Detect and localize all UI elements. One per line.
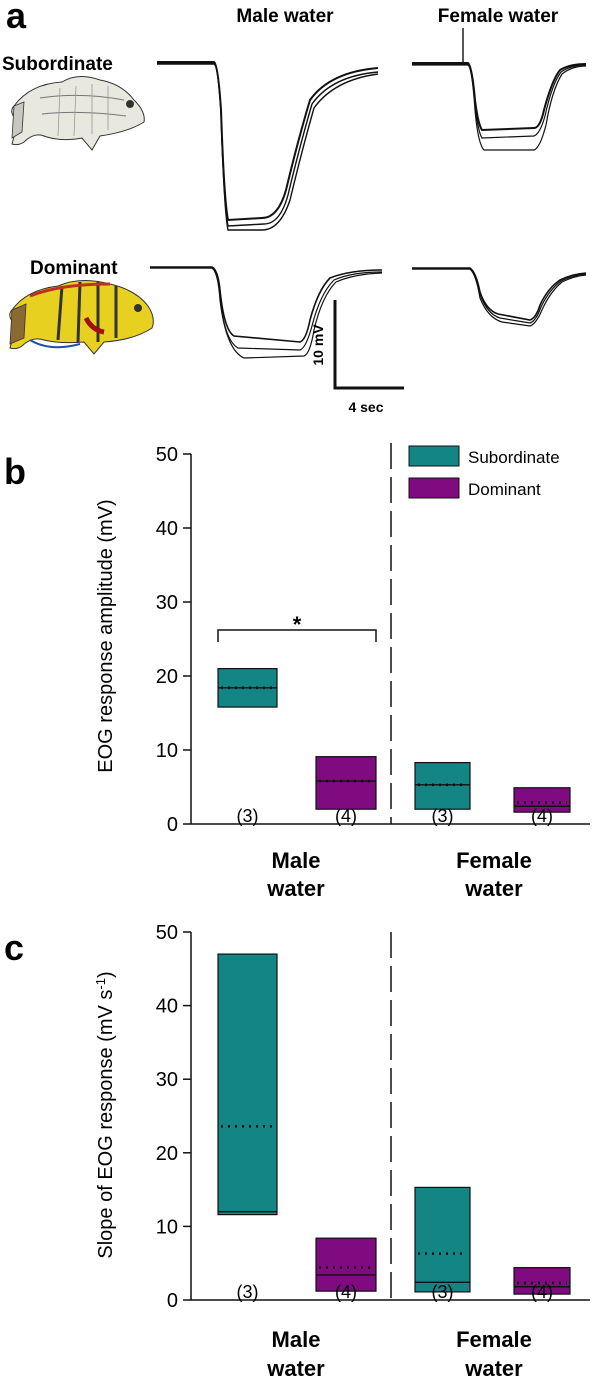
panel-c-group-female-line1: Female xyxy=(456,1327,532,1352)
panel-b-significance-bracket: * xyxy=(217,612,377,642)
panel-b-letter: b xyxy=(4,451,26,492)
panel-c-n-label-dominant-female: (4) xyxy=(531,1282,553,1302)
panel-c-y-tick-label: 20 xyxy=(156,1143,178,1165)
panel-c-box-dominant-male xyxy=(315,1237,377,1292)
panel-c-box-subordinate-male xyxy=(217,953,278,1216)
row-label-subordinate: Subordinate xyxy=(2,54,113,75)
panel-b-y-ticks: 0 10 20 30 40 50 xyxy=(156,444,191,836)
panel-b-group-male-line2: water xyxy=(266,876,325,901)
panel-b-y-tick-label: 30 xyxy=(156,592,178,614)
panel-b-box-dominant-female xyxy=(513,787,571,813)
significance-star: * xyxy=(293,612,302,637)
panel-c-group-male-line2: water xyxy=(266,1356,325,1381)
col-label-male-water: Male water xyxy=(236,6,334,27)
legend-swatch-subordinate xyxy=(408,445,460,467)
scale-label-4sec: 4 sec xyxy=(348,399,383,415)
panel-c: c Slope of EOG response (mV s-1) 0 10 20 30… xyxy=(4,922,590,1381)
legend-label-dominant: Dominant xyxy=(468,480,541,499)
panel-b-y-axis-label: EOG response amplitude (mV) xyxy=(95,499,117,772)
panel-b-n-label-dominant-male: (4) xyxy=(335,806,357,826)
panel-b-n-labels: (3) (4) (3) (4) xyxy=(237,806,554,826)
panel-c-box-dominant-female xyxy=(513,1267,571,1295)
subordinate-fish-illustration xyxy=(11,76,145,151)
panel-a: a Male water Female water Subordinate Do… xyxy=(2,0,587,415)
panel-b-y-tick-label: 10 xyxy=(156,740,178,762)
panel-c-group-female-line2: water xyxy=(464,1356,523,1381)
legend: Subordinate Dominant xyxy=(408,445,560,499)
panel-b-group-male-line1: Male xyxy=(272,848,321,873)
panel-c-y-tick-label: 0 xyxy=(167,1290,178,1312)
scale-bar: 10 mV 4 sec xyxy=(310,300,404,415)
panel-b: b EOG response amplitude (mV) 0 10 20 30 40 5… xyxy=(4,443,590,901)
panel-b-y-tick-label: 20 xyxy=(156,666,178,688)
panel-b-y-tick-label: 0 xyxy=(167,814,178,836)
panel-c-y-tick-label: 50 xyxy=(156,922,178,944)
panel-c-boxes xyxy=(217,953,571,1295)
panel-c-n-label-subordinate-male: (3) xyxy=(237,1282,259,1302)
trace-dominant-female-water xyxy=(412,267,587,327)
legend-label-subordinate: Subordinate xyxy=(468,448,560,467)
panel-c-y-ticks: 0 10 20 30 40 50 xyxy=(156,922,191,1312)
trace-dominant-male-water xyxy=(150,266,383,359)
panel-b-group-female-line1: Female xyxy=(456,848,532,873)
panel-b-y-tick-label: 50 xyxy=(156,444,178,466)
panel-b-box-dominant-male xyxy=(315,756,377,810)
col-label-female-water: Female water xyxy=(438,6,559,27)
panel-c-y-tick-label: 10 xyxy=(156,1216,178,1238)
panel-c-n-labels: (3) (4) (3) (4) xyxy=(237,1282,554,1302)
panel-b-n-label-dominant-female: (4) xyxy=(531,806,553,826)
panel-b-group-female-line2: water xyxy=(464,876,523,901)
panel-c-y-tick-label: 40 xyxy=(156,996,178,1018)
panel-b-y-tick-label: 40 xyxy=(156,518,178,540)
panel-c-y-tick-label: 30 xyxy=(156,1069,178,1091)
scale-label-10mv: 10 mV xyxy=(310,324,326,366)
panel-a-letter: a xyxy=(6,0,27,36)
panel-c-n-label-subordinate-female: (3) xyxy=(432,1282,454,1302)
panel-b-n-label-subordinate-female: (3) xyxy=(432,806,454,826)
panel-c-n-label-dominant-male: (4) xyxy=(335,1282,357,1302)
panel-b-n-label-subordinate-male: (3) xyxy=(237,806,259,826)
panel-c-group-male-line1: Male xyxy=(272,1327,321,1352)
dominant-fish-illustration xyxy=(9,280,154,355)
trace-subordinate-male-water xyxy=(157,61,379,231)
row-label-dominant: Dominant xyxy=(30,258,118,279)
panel-c-letter: c xyxy=(4,927,24,968)
trace-subordinate-female-water xyxy=(412,28,587,151)
legend-swatch-dominant xyxy=(408,477,460,499)
panel-c-y-axis-label: Slope of EOG response (mV s-1) xyxy=(93,971,118,1258)
panel-b-boxes xyxy=(217,667,571,813)
panel-c-box-subordinate-female xyxy=(414,1186,471,1293)
